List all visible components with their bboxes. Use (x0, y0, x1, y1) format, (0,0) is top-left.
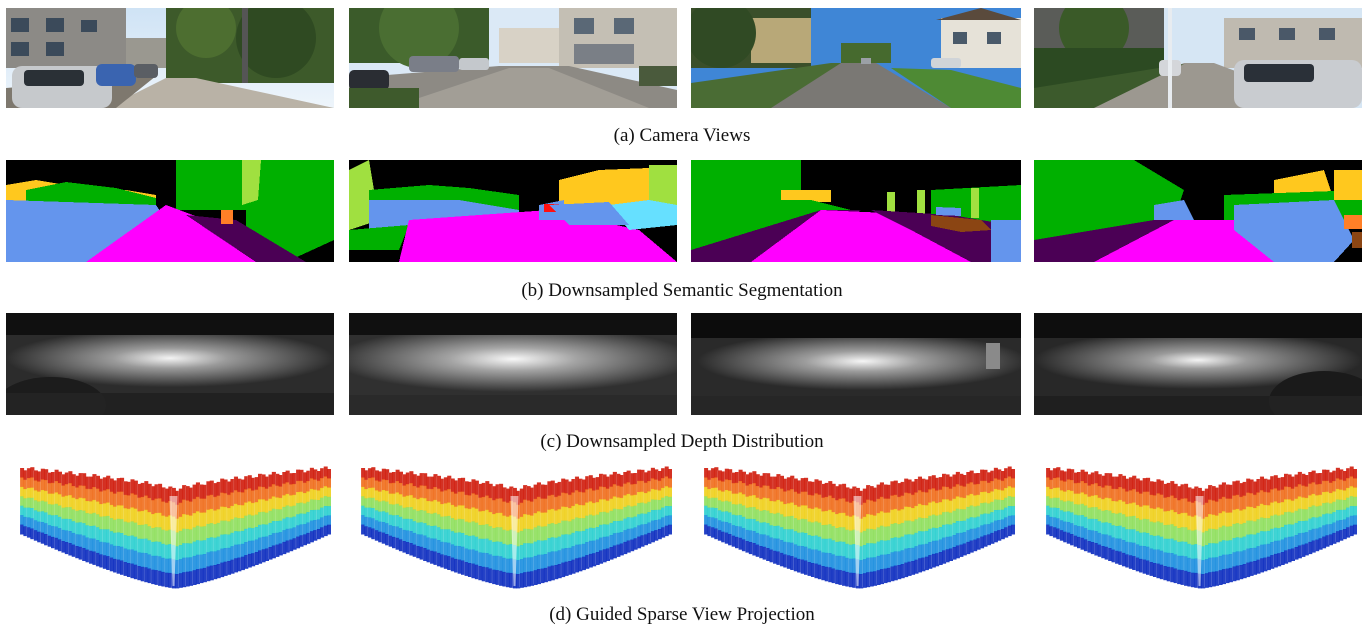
caption-depth-distribution: (c) Downsampled Depth Distribution (540, 431, 824, 452)
depth-map-2 (349, 313, 677, 415)
caption-sparse-view-projection: (d) Guided Sparse View Projection (549, 604, 815, 625)
caption-camera-views: (a) Camera Views (613, 125, 751, 146)
projection-row (0, 462, 1364, 592)
segmentation-map-3 (691, 160, 1021, 262)
depth-map-3 (691, 313, 1021, 415)
camera-view-image-1 (6, 8, 334, 108)
voxel-projection-1 (16, 462, 331, 592)
voxel-projection-2 (357, 462, 672, 592)
depth-map-1 (6, 313, 334, 415)
camera-views-row (0, 8, 1364, 108)
camera-view-image-2 (349, 8, 677, 108)
voxel-projection-4 (1042, 462, 1357, 592)
segmentation-map-2 (349, 160, 677, 262)
depth-map-4 (1034, 313, 1362, 415)
depth-row (0, 313, 1364, 415)
segmentation-map-1 (6, 160, 334, 262)
camera-view-image-4 (1034, 8, 1362, 108)
voxel-projection-3 (700, 462, 1015, 592)
camera-view-image-3 (691, 8, 1021, 108)
segmentation-row (0, 160, 1364, 262)
caption-semantic-segmentation: (b) Downsampled Semantic Segmentation (521, 280, 843, 301)
segmentation-map-4 (1034, 160, 1362, 262)
